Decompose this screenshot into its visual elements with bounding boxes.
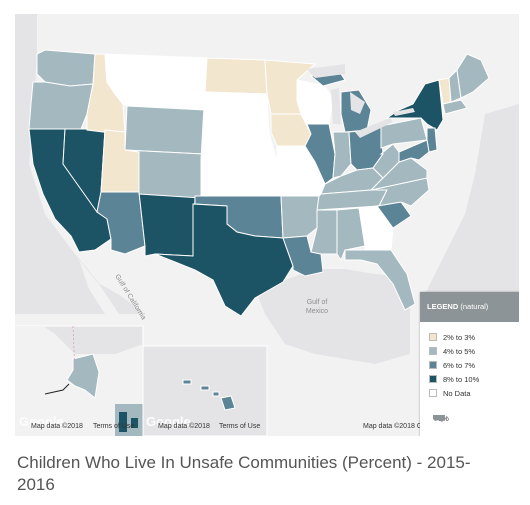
hawaii-terms-link[interactable]: Terms of Use (219, 423, 261, 430)
legend-item: No Data (429, 386, 519, 400)
alaska-inset[interactable] (15, 325, 144, 436)
lake-superior (307, 64, 345, 78)
legend-swatch (429, 347, 437, 355)
state-NM[interactable] (138, 191, 196, 257)
state-ME[interactable] (456, 53, 490, 99)
legend-title-text: LEGEND (427, 302, 459, 311)
legend-item: 2% to 3% (429, 330, 519, 344)
state-MA[interactable] (442, 99, 468, 115)
states-layer (28, 49, 490, 317)
map-svg[interactable]: Gulf of California Gulf of Mexico (15, 14, 519, 436)
mini-us-south (131, 418, 138, 428)
legend-swatch (429, 333, 437, 341)
hawaii-map-data-credit: Map data ©2018 (158, 423, 210, 430)
alaska-map-data-credit: Map data ©2018 (31, 423, 83, 430)
state-FL[interactable] (344, 249, 416, 311)
state-OR[interactable] (28, 81, 94, 130)
gulf-of-mexico (250, 269, 410, 364)
google-logo-alaska: Google (19, 414, 64, 429)
legend-swatch (429, 389, 437, 397)
state-NC[interactable] (370, 177, 430, 207)
page-title: Children Who Live In Unsafe Communities … (17, 453, 471, 494)
legend-item: 4% to 5% (429, 344, 519, 358)
alaska-aleutians (44, 383, 70, 395)
lake-huron (350, 92, 365, 114)
us-scale-icon (433, 415, 445, 422)
legend-panel: LEGEND (natural) 2% to 3% 4% to 5% 6% to 7… (420, 292, 519, 436)
legend-item-label: 8% to 10% (443, 374, 480, 384)
legend-item: 6% to 7% (429, 358, 519, 372)
lake-erie (355, 118, 393, 138)
state-TX[interactable] (154, 203, 294, 317)
state-AK[interactable] (66, 353, 100, 399)
map-frame[interactable]: Gulf of California Gulf of Mexico Google… (15, 14, 519, 436)
legend-item-label: No Data (443, 388, 471, 398)
lake-ontario (393, 108, 415, 116)
hawaii-inset-frame (142, 345, 268, 436)
hawaii-inset[interactable] (142, 345, 268, 436)
legend-subtitle: (natural) (460, 302, 489, 311)
gulf-mexico-label-2: Mexico (306, 308, 328, 315)
state-AR[interactable] (280, 195, 320, 239)
dateline (72, 325, 76, 375)
baja-land (79, 260, 127, 336)
state-NY[interactable] (385, 79, 444, 131)
legend-items: 2% to 3% 4% to 5% 6% to 7% 8% to 10% No Data (420, 330, 519, 400)
state-MD[interactable] (398, 139, 430, 163)
state-WA[interactable] (36, 49, 96, 87)
legend-scale: 6% (432, 414, 449, 423)
state-NJ[interactable] (426, 127, 438, 153)
mini-us-west (119, 412, 127, 432)
legend-item-label: 6% to 7% (443, 360, 476, 370)
gulf-mexico-label-1: Gulf of (307, 299, 328, 306)
alaska-terms-link[interactable]: Terms of Use (93, 423, 135, 430)
mexico-land (75, 254, 355, 404)
atlantic-ocean (425, 104, 519, 314)
legend-item: 8% to 10% (429, 372, 519, 386)
state-HI[interactable] (182, 379, 236, 411)
legend-swatch (429, 375, 437, 383)
legend-item-label: 4% to 5% (443, 346, 476, 356)
pacific-ocean (15, 14, 145, 314)
state-LA[interactable] (282, 235, 324, 277)
state-PA[interactable] (380, 117, 428, 149)
legend-title: LEGEND (natural) (420, 292, 519, 322)
legend-swatch (429, 361, 437, 369)
state-KS[interactable] (200, 159, 282, 197)
state-WV[interactable] (372, 143, 400, 179)
state-WY[interactable] (124, 105, 206, 155)
state-NE[interactable] (200, 123, 278, 163)
google-logo-hawaii: Google (146, 414, 191, 429)
state-CO[interactable] (124, 149, 204, 199)
legend-item-label: 2% to 3% (443, 332, 476, 342)
state-ND[interactable] (204, 57, 268, 95)
lake-michigan (331, 88, 341, 124)
